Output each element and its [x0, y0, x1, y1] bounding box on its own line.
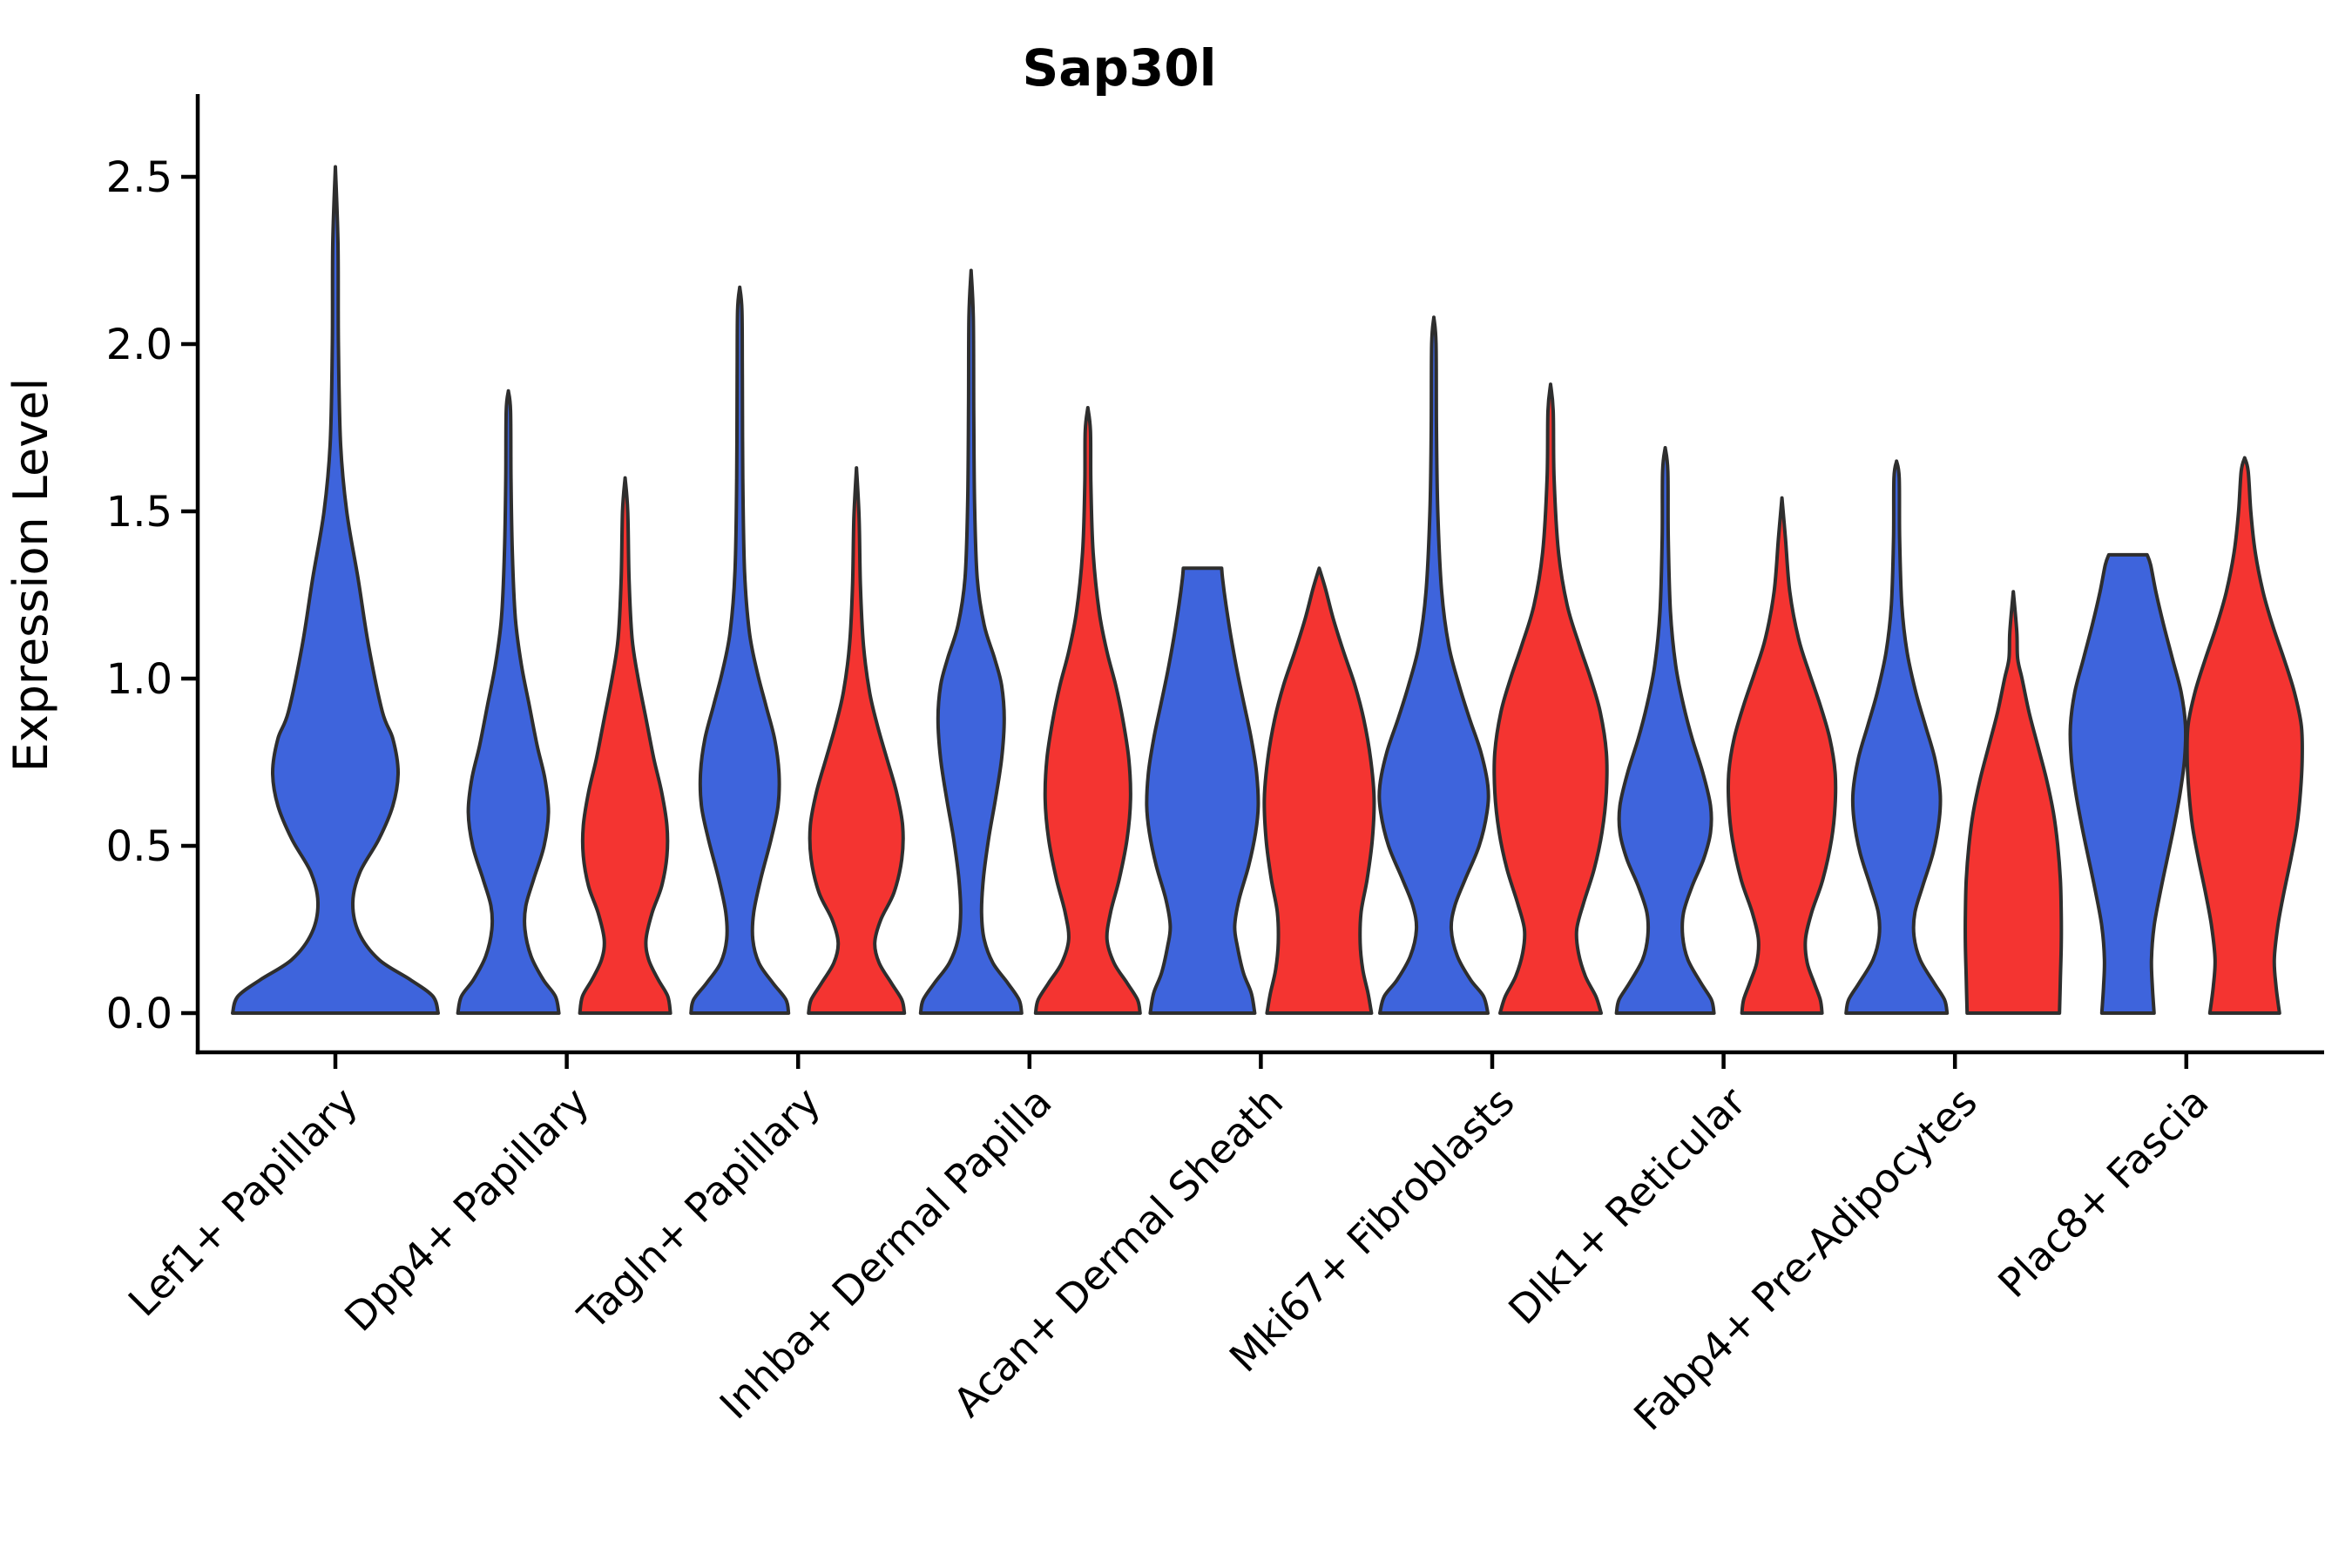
y-tick-label-1.0: 1.0: [106, 655, 172, 704]
y-tick-label-0.0: 0.0: [106, 990, 172, 1038]
axes-layer: [181, 94, 2324, 1069]
violin-tagln-papillary-red: [807, 466, 907, 1015]
violin-fabp4-pre-adipocytes-blue: [1844, 459, 1950, 1015]
y-tick-label-2.5: 2.5: [106, 153, 172, 202]
x-tick-label-tagln-papillary: Tagln+ Papillary: [568, 1078, 829, 1340]
violins-layer: [231, 165, 2304, 1015]
violin-acan-dermal-sheath-blue: [1145, 566, 1260, 1015]
violin-mki67-fibroblasts-blue: [1377, 315, 1490, 1015]
x-tick-label-dlk1-reticular: Dlk1+ Reticular: [1499, 1078, 1754, 1334]
violin-inhba-dermal-papilla-red: [1033, 406, 1142, 1015]
violin-plac8-fascia-red: [2185, 456, 2304, 1015]
y-tick-label-2.0: 2.0: [106, 321, 172, 369]
violin-plac8-fascia-blue: [2068, 552, 2188, 1015]
violin-inhba-dermal-papilla-blue: [918, 268, 1024, 1015]
y-axis-label: Expression Level: [3, 378, 58, 773]
violin-dlk1-reticular-red: [1726, 496, 1838, 1015]
chart-title: Sap30l: [1022, 38, 1216, 98]
violin-mki67-fibroblasts-red: [1492, 382, 1609, 1015]
x-tick-label-lef1-papillary: Lef1+ Papillary: [119, 1078, 367, 1326]
violin-fabp4-pre-adipocytes-red: [1963, 590, 2064, 1015]
violin-dlk1-reticular-blue: [1614, 446, 1716, 1015]
x-tick-label-dpp4-papillary: Dpp4+ Papillary: [335, 1078, 598, 1341]
y-tick-label-0.5: 0.5: [106, 822, 172, 871]
y-tick-label-1.5: 1.5: [106, 488, 172, 537]
violin-lef1-papillary-blue: [231, 165, 440, 1015]
violin-acan-dermal-sheath-red: [1262, 566, 1376, 1015]
violin-dpp4-papillary-blue: [456, 389, 561, 1015]
violin-tagln-papillary-blue: [689, 285, 791, 1015]
violin-dpp4-papillary-red: [578, 476, 672, 1015]
x-tick-label-plac8-fascia: Plac8+ Fascia: [1989, 1078, 2217, 1307]
